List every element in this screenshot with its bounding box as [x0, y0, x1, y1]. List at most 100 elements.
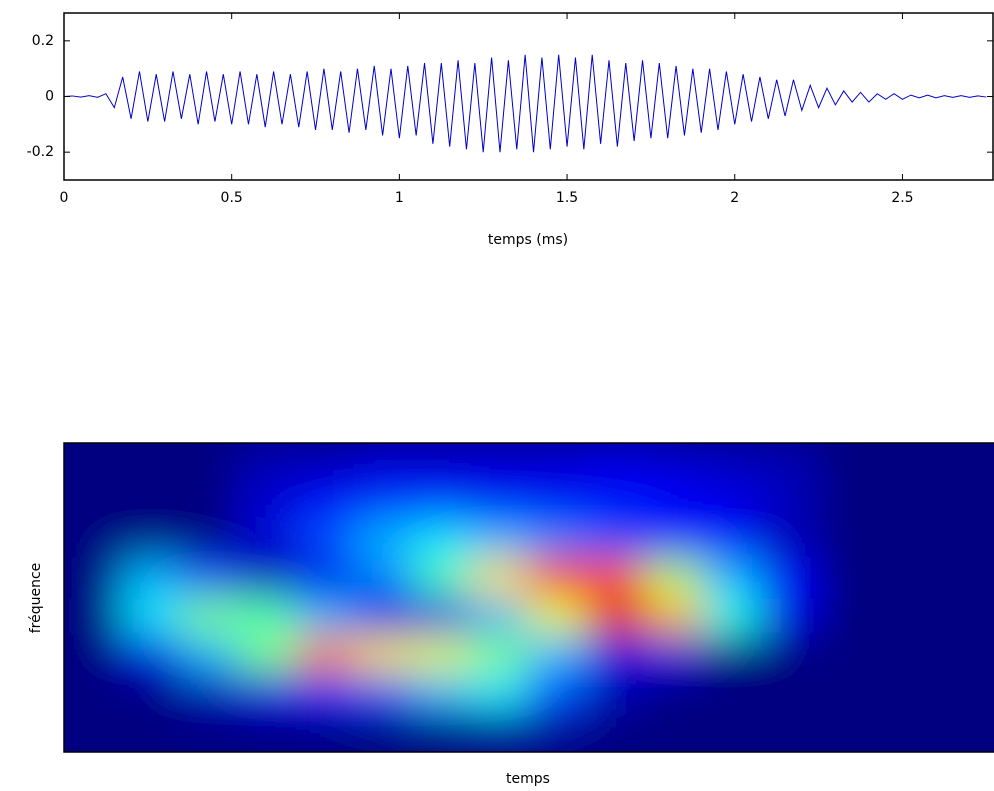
heatmap-cell — [876, 557, 937, 599]
heatmap-cell — [644, 443, 705, 483]
heatmap-cell — [934, 443, 994, 483]
heatmap-cell — [295, 443, 356, 483]
heatmap-cell — [586, 443, 647, 483]
heatmap-cell — [876, 712, 937, 752]
heatmap-cell — [64, 480, 124, 522]
heatmap-cell — [121, 673, 182, 715]
heatmap-cell — [702, 712, 763, 752]
heatmap-cell — [64, 635, 124, 676]
heatmap-cell — [353, 480, 414, 522]
heatmap-cell — [237, 557, 298, 599]
heatmap-cell — [353, 519, 414, 560]
heatmap-cell — [64, 673, 124, 715]
heatmap-cell — [469, 443, 530, 483]
x-tick-label: 2.5 — [891, 190, 913, 206]
heatmap-cell — [179, 635, 240, 676]
waveform-line — [64, 54, 987, 153]
heatmap-cell — [760, 557, 821, 599]
heatmap-cell — [411, 443, 472, 483]
heatmap-cell — [469, 596, 530, 638]
heatmap-cell — [818, 519, 879, 560]
heatmap-cell — [179, 557, 240, 599]
x-tick-label: 1.5 — [556, 190, 578, 206]
heatmap-cell — [528, 596, 589, 638]
heatmap-cell — [528, 673, 589, 715]
heatmap-cell — [353, 443, 414, 483]
heatmap-cell — [237, 480, 298, 522]
x-tick-label: 0.5 — [221, 190, 243, 206]
heatmap-cell — [121, 557, 182, 599]
heatmap-cell — [64, 519, 124, 560]
heatmap-cell — [121, 596, 182, 638]
heatmap-cell — [295, 557, 356, 599]
heatmap-cell — [353, 635, 414, 676]
heatmap-cell — [179, 480, 240, 522]
heatmap-cell — [586, 519, 647, 560]
heatmap-cell — [353, 673, 414, 715]
heatmap-cell — [760, 712, 821, 752]
heatmap-cell — [179, 519, 240, 560]
heatmap-cell — [644, 596, 705, 638]
heatmap-cell — [528, 557, 589, 599]
heatmap-cell — [179, 596, 240, 638]
heatmap-cell — [295, 635, 356, 676]
heatmap-cell — [353, 596, 414, 638]
heatmap-cell — [702, 673, 763, 715]
heatmap-cell — [469, 712, 530, 752]
heatmap-cell — [411, 480, 472, 522]
heatmap-cell — [818, 443, 879, 483]
heatmap-cell — [179, 443, 240, 483]
heatmap-cell — [121, 712, 182, 752]
heatmap-cell — [179, 712, 240, 752]
heatmap-cell — [411, 635, 472, 676]
heatmap-cell — [818, 480, 879, 522]
plot-clip — [64, 54, 987, 153]
heatmap-cell — [295, 480, 356, 522]
heatmap-cell — [469, 635, 530, 676]
heatmap-cell — [760, 596, 821, 638]
y-tick-label: 0.2 — [32, 33, 54, 49]
heatmap-cell — [644, 480, 705, 522]
heatmap-cell — [934, 480, 994, 522]
heatmap-cell — [295, 596, 356, 638]
heatmap-cell — [876, 480, 937, 522]
heatmap-cell — [934, 635, 994, 676]
heatmap-cell — [876, 519, 937, 560]
heatmap-cell — [760, 480, 821, 522]
heatmap-cell — [934, 673, 994, 715]
heatmap-cell — [411, 557, 472, 599]
y-tick-label: -0.2 — [27, 144, 54, 160]
heatmap-cell — [818, 712, 879, 752]
heatmap-cell — [586, 557, 647, 599]
heatmap-cell — [818, 557, 879, 599]
plot-frame — [63, 12, 994, 181]
heatmap-cell — [121, 635, 182, 676]
heatmap-cell — [934, 596, 994, 638]
heatmap-cell — [818, 635, 879, 676]
heatmap-cell — [586, 480, 647, 522]
heatmap-cell — [934, 557, 994, 599]
heatmap-cell — [528, 443, 589, 483]
heatmap-cell — [876, 635, 937, 676]
heatmap-cell — [934, 712, 994, 752]
heatmap-cell — [644, 712, 705, 752]
heatmap-cell — [411, 519, 472, 560]
x-tick-label: 1 — [395, 190, 404, 206]
heatmap-cell — [237, 443, 298, 483]
heatmap-cell — [644, 635, 705, 676]
heatmap-cell — [353, 557, 414, 599]
heatmap-cell — [876, 443, 937, 483]
heatmap-cell — [586, 673, 647, 715]
heatmap-cell — [121, 443, 182, 483]
heatmap-cell — [411, 673, 472, 715]
heatmap-cell — [702, 480, 763, 522]
heatmap-cell — [760, 443, 821, 483]
heatmap-cell — [818, 596, 879, 638]
heatmap-cell — [644, 673, 705, 715]
heatmap-cell — [353, 712, 414, 752]
heatmap-cell — [702, 596, 763, 638]
heatmap-cell — [644, 519, 705, 560]
heatmap-cell — [528, 712, 589, 752]
heatmap-cell — [179, 673, 240, 715]
